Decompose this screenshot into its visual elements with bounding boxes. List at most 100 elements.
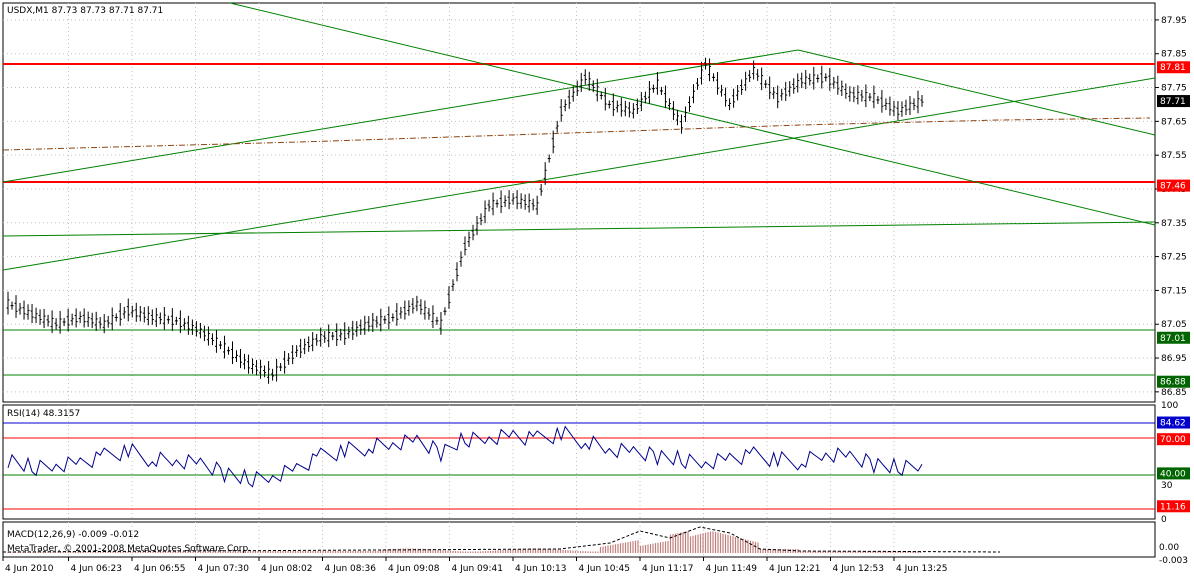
price-bar: [463, 236, 467, 256]
rsi-axis-label: 30: [1161, 481, 1173, 491]
price-bar: [347, 326, 351, 339]
price-bar: [395, 303, 399, 326]
price-axis-label: 87.75: [1161, 84, 1187, 94]
macd-panel[interactable]: MACD(12,26,9) -0.009 -0.012 MetaTrader, …: [2, 521, 1156, 558]
price-bar: [740, 79, 744, 95]
time-axis-label: 4 Jun 09:41: [452, 564, 503, 574]
price-bar: [511, 193, 515, 205]
price-bar: [419, 299, 423, 315]
price-tag: 86.88: [1157, 375, 1190, 388]
price-bar: [375, 315, 379, 328]
price-bar: [748, 70, 752, 82]
price-bar: [74, 308, 78, 328]
price-bar: [583, 69, 587, 85]
time-axis-label: 4 Jun 06:23: [71, 564, 122, 574]
price-bar: [126, 298, 130, 322]
price-bar: [519, 193, 523, 209]
price-bar: [687, 96, 691, 112]
price-bar: [391, 313, 395, 322]
price-bar: [283, 350, 287, 374]
price-bar: [427, 307, 431, 320]
price-bar: [447, 286, 451, 309]
price-bar: [198, 322, 202, 339]
price-bar: [162, 306, 166, 330]
price-bar: [475, 216, 479, 236]
time-axis-label: 4 Jun 07:30: [198, 564, 250, 574]
price-bar: [892, 100, 896, 117]
price-bar: [82, 308, 86, 328]
price-bar: [515, 190, 519, 210]
time-axis: 4 Jun 2010 4 Jun 06:23 4 Jun 06:55 4 Jun 07…: [2, 557, 947, 574]
price-bar: [832, 76, 836, 89]
price-tags: 87.81 87.71 87.46 87.01 86.88: [1157, 61, 1190, 388]
price-bar: [551, 130, 555, 154]
rsi-grid: [68, 405, 895, 519]
price-bar: [788, 81, 792, 97]
time-axis-label: 4 Jun 11:49: [706, 564, 758, 574]
price-bar: [671, 101, 675, 121]
price-bar: [235, 350, 238, 363]
trendline-flat[interactable]: [2, 221, 1156, 237]
time-axis-label: 4 Jun 09:08: [388, 564, 440, 574]
price-bar: [792, 78, 796, 94]
price-bar: [54, 318, 58, 330]
trendline-lower-rising[interactable]: [2, 77, 1156, 271]
price-bar: [174, 316, 178, 325]
price-bar: [499, 190, 503, 214]
price-bar: [170, 308, 174, 331]
price-bar: [696, 78, 700, 90]
main-header: USDX,M1 87.73 87.73 87.71 87.71: [7, 6, 163, 16]
price-bar: [259, 359, 263, 379]
price-bar: [331, 332, 335, 341]
rsi-tag-label: 70.00: [1160, 435, 1186, 445]
rsi-tag-label: 84.62: [1160, 419, 1186, 429]
price-tag: 87.46: [1157, 179, 1190, 192]
price-bar: [635, 98, 639, 114]
price-bar: [868, 93, 872, 102]
price-bar: [451, 279, 455, 292]
price-bar: [407, 300, 411, 316]
price-bar: [547, 154, 551, 163]
price-bar: [639, 92, 643, 112]
trendline-upper-rising[interactable]: [2, 49, 799, 183]
price-bar: [780, 88, 784, 101]
price-bar: [247, 354, 251, 374]
price-bar: [291, 345, 295, 365]
price-axis-label: 87.05: [1161, 320, 1187, 330]
price-axis-label: 87.25: [1161, 253, 1187, 263]
price-bar: [455, 262, 459, 282]
trendline-falling-long[interactable]: [229, 2, 1156, 226]
price-bar: [279, 363, 283, 372]
price-bar: [443, 307, 447, 316]
price-bar: [587, 71, 591, 91]
price-bar: [94, 311, 98, 331]
price-bar: [647, 80, 651, 104]
macd-axis-label: 0.00: [1159, 543, 1179, 553]
watermark: MetaTrader, © 2001-2008 MetaQuotes Softw…: [7, 544, 251, 554]
price-bar: [828, 68, 832, 91]
price-bar: [230, 341, 234, 365]
main-grid: [3, 3, 1155, 402]
price-bar: [852, 86, 856, 103]
price-bar: [800, 72, 804, 89]
moving-average-line: [2, 117, 1151, 151]
rsi-panel[interactable]: RSI(14) 48.3157: [2, 404, 1156, 520]
price-bar: [431, 305, 435, 329]
price-bar: [720, 84, 724, 97]
price-bar: [667, 98, 671, 111]
rsi-tag: 11.16: [1157, 500, 1190, 513]
price-bar: [14, 295, 18, 318]
price-bar: [34, 307, 38, 324]
trendline-falling-short[interactable]: [797, 49, 1156, 136]
price-bars: [6, 57, 924, 384]
price-bar: [784, 81, 788, 101]
price-bar: [239, 349, 243, 369]
time-axis-label: 4 Jun 06:55: [134, 564, 185, 574]
price-bar: [190, 319, 194, 335]
price-bar: [58, 310, 62, 334]
main-price-panel[interactable]: USDX,M1 87.73 87.73 87.71 87.71: [2, 2, 1156, 403]
rsi-tag: 70.00: [1157, 433, 1190, 446]
price-tag-label: 87.01: [1160, 334, 1186, 344]
price-bar: [315, 333, 319, 346]
